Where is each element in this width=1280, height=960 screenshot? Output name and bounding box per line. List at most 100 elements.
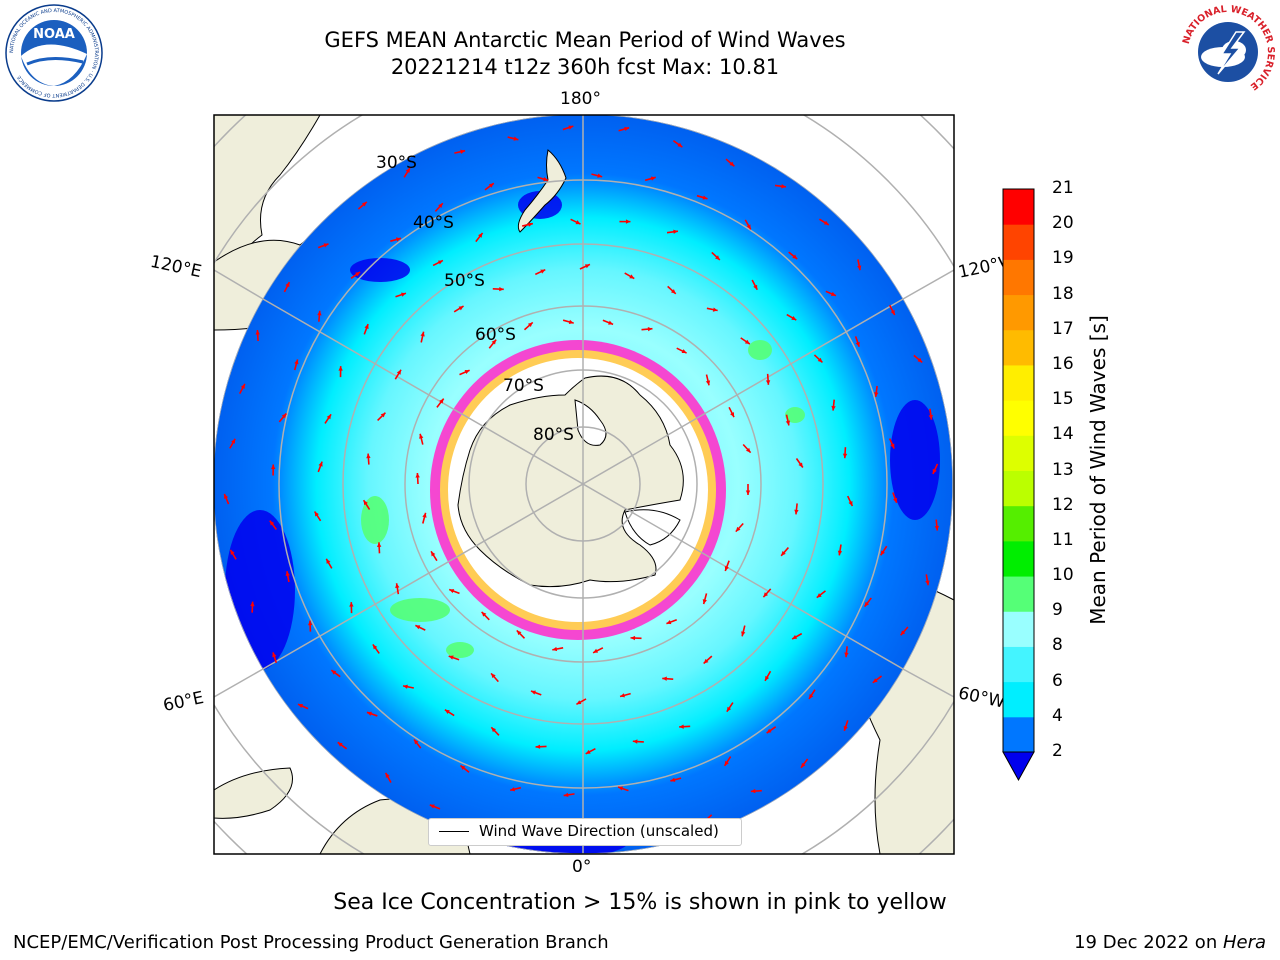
wave-arrow-head (349, 602, 354, 607)
wave-arrow-head (271, 464, 276, 470)
wave-arrow-head (831, 405, 836, 411)
wave-arrow-head (415, 625, 421, 630)
wave-arrow-head (513, 136, 519, 141)
wave-arrow-head (396, 237, 401, 242)
colorbar-swatch (1003, 224, 1034, 260)
wave-arrow-head (568, 125, 574, 130)
wave-arrow-head (794, 509, 799, 515)
wave-arrow-head (458, 306, 464, 311)
wave-arrow-head (744, 339, 750, 345)
wave-arrow-head (848, 501, 853, 507)
colorbar-swatch (1003, 435, 1034, 471)
wave-arrow-head (584, 264, 590, 269)
wave-arrow-head (928, 414, 933, 420)
colorbar-swatch (1003, 576, 1034, 612)
wave-arrow-head (230, 549, 235, 555)
wave-arrow-head (724, 760, 729, 766)
colorbar-swatch (1003, 681, 1034, 718)
wave-arrow-head (925, 580, 930, 586)
footer-host: Hera (1222, 932, 1266, 953)
wave-arrow-head (429, 804, 435, 809)
wave-arrow-head (735, 526, 741, 532)
wave-arrow-head (396, 369, 402, 375)
wave-arrow-head (893, 497, 898, 503)
wave-arrow-head (932, 468, 937, 474)
wave-arrow-head (491, 339, 497, 345)
wave-arrow-head (294, 359, 299, 365)
wave-arrow-head (817, 357, 823, 363)
wave-arrow-head (585, 749, 591, 754)
wave-arrow-head (745, 447, 751, 453)
wave-arrow-head (376, 542, 382, 547)
wave-arrow-head (843, 725, 848, 731)
wave-arrow-head (872, 678, 878, 683)
wave-arrow-head (766, 728, 772, 734)
wave-arrow-head (307, 620, 313, 626)
wave-arrow-head (917, 357, 923, 363)
wave-arrow-head (765, 675, 770, 681)
wave-arrow-head (702, 195, 708, 200)
wave-arrow-head (857, 265, 862, 271)
wave-arrow-head (285, 571, 290, 577)
wave-arrow-head (666, 620, 672, 625)
sea-ice-caption: Sea Ice Concentration > 15% is shown in … (333, 890, 947, 915)
colorbar-tick-label: 19 (1052, 248, 1074, 269)
chart-title: GEFS MEAN Antarctic Mean Period of Wind … (324, 28, 846, 52)
colorbar-tick-label: 6 (1052, 670, 1063, 691)
wave-arrow-head (366, 711, 372, 716)
wave-arrow-head (419, 433, 424, 439)
wave-arrow-head (240, 383, 245, 389)
lat-label-30s: 30°S (376, 153, 417, 173)
colorbar-tick-label: 21 (1052, 178, 1074, 198)
wave-arrow-head (460, 765, 466, 770)
wave-arrow-head (439, 398, 444, 404)
wave-arrow-head (781, 550, 786, 556)
wave-arrow-head (703, 658, 709, 664)
wave-arrow-head (395, 583, 400, 589)
colorbar-tick-label: 11 (1052, 529, 1074, 550)
wave-arrow-head (791, 315, 797, 321)
wave-arrow-head (750, 788, 756, 794)
wave-arrow-head (864, 601, 870, 607)
colorbar-swatch (1003, 716, 1034, 753)
wave-arrow-head (422, 512, 427, 518)
colorbar-swatch (1003, 646, 1034, 683)
wave-arrow-head (900, 630, 906, 636)
wave-arrow-head (364, 324, 369, 330)
colorbar-tick-label: 9 (1052, 600, 1063, 621)
colorbar-swatch (1003, 540, 1034, 577)
wave-arrow-head (702, 599, 707, 605)
wave-arrow-head (763, 592, 769, 598)
noaa-logo-text: NOAA (33, 27, 75, 42)
wave-arrow-head (403, 684, 408, 689)
noaa-logo: NATIONAL OCEANIC AND ATMOSPHERIC ADMINIS… (5, 4, 103, 102)
wave-arrow-head (552, 646, 558, 652)
wave-arrow-head (326, 558, 331, 564)
nws-logo: NATIONAL WEATHER SERVICE (1179, 3, 1277, 101)
wave-arrow-head (444, 709, 450, 714)
wave-arrow-head (662, 676, 667, 681)
wave-arrow-head (516, 630, 522, 636)
wave-arrow-head (575, 220, 581, 225)
colorbar-swatch (1003, 329, 1034, 366)
colorbar-tick-label: 17 (1052, 318, 1074, 339)
wave-arrow-head (874, 392, 879, 397)
wave-arrow-head (337, 742, 343, 747)
legend-line-icon (439, 831, 469, 832)
wave-arrow-head (681, 349, 687, 354)
wave-arrow-head (250, 601, 255, 607)
weddell-ice-shelf (624, 509, 681, 546)
colorbar-label: Mean Period of Wind Waves [s] (1086, 315, 1110, 625)
wave-arrow-head (650, 176, 656, 181)
colorbar-swatch (1003, 189, 1034, 225)
wave-arrow-head (753, 284, 758, 290)
wave-arrow-head (231, 438, 236, 444)
wave-arrow-head (837, 550, 843, 556)
colorbar-swatch (1003, 611, 1034, 647)
wave-arrow-head (629, 274, 635, 279)
wave-arrow-head (745, 490, 751, 495)
colorbar-tick-label: 15 (1052, 389, 1074, 410)
wave-arrow-head (224, 493, 229, 499)
wave-arrow-head (855, 341, 860, 347)
wave-arrow-head (625, 219, 631, 224)
